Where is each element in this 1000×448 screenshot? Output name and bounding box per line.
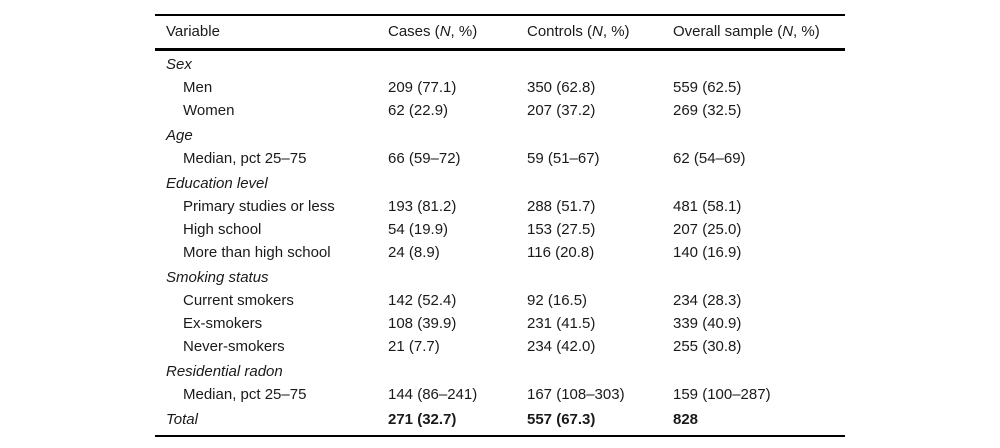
column-header-overall: Overall sample (N, %) bbox=[673, 16, 845, 48]
controls-value: 207 (37.2) bbox=[527, 102, 596, 119]
overall-value: 62 (54–69) bbox=[673, 150, 746, 167]
controls-value: 234 (42.0) bbox=[527, 338, 596, 355]
table-body: Sex Men 209 (77.1) 350 (62.8) 559 (62.5)… bbox=[155, 53, 845, 435]
row-label: Current smokers bbox=[183, 292, 294, 309]
data-row-current-smokers: Current smokers 142 (52.4) 92 (16.5) 234… bbox=[155, 289, 845, 312]
row-label: Primary studies or less bbox=[183, 198, 335, 215]
demographics-table: Variable Cases (N, %) Controls (N, %) Ov… bbox=[155, 14, 845, 437]
overall-total: 828 bbox=[673, 411, 699, 428]
cases-value: 24 (8.9) bbox=[388, 244, 440, 261]
controls-value: 288 (51.7) bbox=[527, 198, 596, 215]
controls-total: 557 (67.3) bbox=[527, 411, 596, 428]
data-row-men: Men 209 (77.1) 350 (62.8) 559 (62.5) bbox=[155, 76, 845, 99]
data-row-never-smokers: Never-smokers 21 (7.7) 234 (42.0) 255 (3… bbox=[155, 335, 845, 358]
table-top-rule bbox=[155, 14, 845, 16]
section-label: Age bbox=[166, 127, 193, 144]
cases-value: 193 (81.2) bbox=[388, 198, 457, 215]
cases-value: 209 (77.1) bbox=[388, 79, 457, 96]
cases-value: 108 (39.9) bbox=[388, 315, 457, 332]
column-header-controls: Controls (N, %) bbox=[527, 16, 673, 48]
row-label: Total bbox=[166, 411, 198, 428]
table-header-rule bbox=[155, 48, 845, 51]
controls-value: 116 (20.8) bbox=[527, 244, 595, 261]
overall-value: 339 (40.9) bbox=[673, 315, 742, 332]
section-label: Residential radon bbox=[166, 363, 283, 380]
overall-value: 559 (62.5) bbox=[673, 79, 742, 96]
row-label: Men bbox=[183, 79, 213, 96]
overall-value: 269 (32.5) bbox=[673, 102, 742, 119]
controls-value: 59 (51–67) bbox=[527, 150, 600, 167]
data-row-age-median: Median, pct 25–75 66 (59–72) 59 (51–67) … bbox=[155, 147, 845, 170]
table-bottom-rule bbox=[155, 435, 845, 437]
overall-value: 207 (25.0) bbox=[673, 221, 742, 238]
overall-value: 140 (16.9) bbox=[673, 244, 742, 261]
cases-value: 21 (7.7) bbox=[388, 338, 440, 355]
controls-value: 231 (41.5) bbox=[527, 315, 596, 332]
header-controls-suffix: , %) bbox=[602, 23, 630, 40]
section-label: Education level bbox=[166, 175, 268, 192]
column-header-cases: Cases (N, %) bbox=[388, 16, 527, 48]
header-cases-prefix: Cases ( bbox=[388, 23, 440, 40]
cases-value: 54 (19.9) bbox=[388, 221, 449, 238]
row-label: More than high school bbox=[183, 244, 331, 261]
section-row-age: Age bbox=[155, 124, 845, 147]
section-row-smoking-status: Smoking status bbox=[155, 266, 845, 289]
cases-value: 142 (52.4) bbox=[388, 292, 457, 309]
controls-value: 167 (108–303) bbox=[527, 386, 625, 403]
data-row-high-school: High school 54 (19.9) 153 (27.5) 207 (25… bbox=[155, 218, 845, 241]
row-label: Never-smokers bbox=[183, 338, 285, 355]
overall-value: 255 (30.8) bbox=[673, 338, 742, 355]
row-label: High school bbox=[183, 221, 262, 238]
overall-value: 234 (28.3) bbox=[673, 292, 742, 309]
data-row-more-than-high-school: More than high school 24 (8.9) 116 (20.8… bbox=[155, 241, 845, 264]
overall-value: 159 (100–287) bbox=[673, 386, 771, 403]
section-row-education-level: Education level bbox=[155, 172, 845, 195]
header-overall-suffix: , %) bbox=[793, 23, 820, 40]
row-label: Ex-smokers bbox=[183, 315, 263, 332]
cases-value: 66 (59–72) bbox=[388, 150, 461, 167]
header-overall-n: N bbox=[782, 23, 794, 40]
cases-value: 144 (86–241) bbox=[388, 386, 478, 403]
controls-value: 92 (16.5) bbox=[527, 292, 588, 309]
section-row-residential-radon: Residential radon bbox=[155, 360, 845, 383]
section-label: Sex bbox=[166, 56, 192, 73]
column-header-variable: Variable bbox=[166, 23, 220, 40]
data-row-women: Women 62 (22.9) 207 (37.2) 269 (32.5) bbox=[155, 99, 845, 122]
data-row-primary-studies: Primary studies or less 193 (81.2) 288 (… bbox=[155, 195, 845, 218]
header-overall-prefix: Overall sample ( bbox=[673, 23, 783, 40]
row-label: Women bbox=[183, 102, 235, 119]
header-controls-prefix: Controls ( bbox=[527, 23, 593, 40]
header-cases-suffix: , %) bbox=[450, 23, 478, 40]
data-row-ex-smokers: Ex-smokers 108 (39.9) 231 (41.5) 339 (40… bbox=[155, 312, 845, 335]
row-label: Median, pct 25–75 bbox=[183, 150, 307, 167]
controls-value: 153 (27.5) bbox=[527, 221, 596, 238]
data-row-radon-median: Median, pct 25–75 144 (86–241) 167 (108–… bbox=[155, 383, 845, 406]
overall-value: 481 (58.1) bbox=[673, 198, 742, 215]
header-controls-n: N bbox=[592, 23, 603, 40]
cases-total: 271 (32.7) bbox=[388, 411, 457, 428]
cases-value: 62 (22.9) bbox=[388, 102, 449, 119]
row-label: Median, pct 25–75 bbox=[183, 386, 307, 403]
table-header-row: Variable Cases (N, %) Controls (N, %) Ov… bbox=[155, 16, 845, 48]
section-row-sex: Sex bbox=[155, 53, 845, 76]
controls-value: 350 (62.8) bbox=[527, 79, 596, 96]
section-label: Smoking status bbox=[166, 269, 269, 286]
header-cases-n: N bbox=[439, 23, 451, 40]
total-row: Total 271 (32.7) 557 (67.3) 828 bbox=[155, 408, 845, 431]
